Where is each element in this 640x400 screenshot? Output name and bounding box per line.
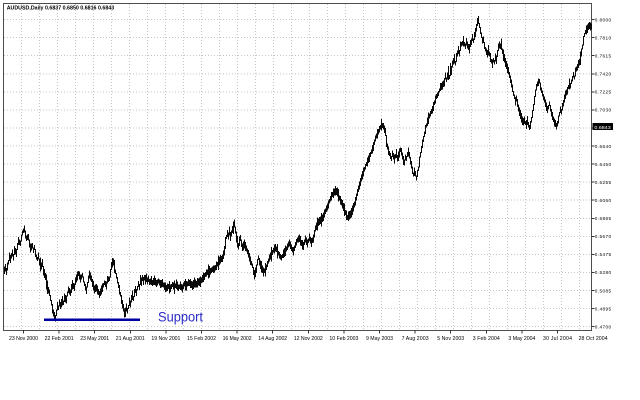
svg-text:3 Feb 2004: 3 Feb 2004	[473, 336, 500, 342]
svg-text:19 Nov 2001: 19 Nov 2001	[151, 336, 180, 342]
svg-text:23 Nov 2000: 23 Nov 2000	[9, 336, 38, 342]
svg-text:0.6060: 0.6060	[595, 198, 612, 203]
svg-text:30 Jul 2004: 30 Jul 2004	[543, 336, 572, 342]
svg-text:12 Nov 2002: 12 Nov 2002	[294, 336, 323, 342]
svg-text:21 Aug 2001: 21 Aug 2001	[116, 336, 145, 342]
svg-text:0.7810: 0.7810	[595, 36, 612, 41]
svg-text:3 May 2004: 3 May 2004	[508, 336, 535, 342]
svg-text:Support: Support	[158, 310, 203, 325]
svg-text:0.6255: 0.6255	[595, 180, 612, 185]
svg-text:14 Aug 2002: 14 Aug 2002	[258, 336, 287, 342]
svg-text:5 Nov 2003: 5 Nov 2003	[437, 336, 464, 342]
svg-text:23 May 2001: 23 May 2001	[80, 336, 109, 342]
svg-text:0.5670: 0.5670	[595, 234, 612, 239]
svg-text:0.6450: 0.6450	[595, 162, 612, 167]
svg-text:7 Aug 2003: 7 Aug 2003	[402, 336, 429, 342]
svg-text:0.5280: 0.5280	[595, 270, 612, 275]
svg-text:0.4700: 0.4700	[595, 324, 612, 329]
svg-text:0.7225: 0.7225	[595, 90, 612, 95]
svg-text:0.7615: 0.7615	[595, 54, 612, 59]
svg-text:15 Feb 2002: 15 Feb 2002	[187, 336, 216, 342]
svg-text:9 May 2003: 9 May 2003	[366, 336, 393, 342]
svg-text:0.6640: 0.6640	[595, 144, 612, 149]
svg-text:0.6843: 0.6843	[594, 125, 611, 130]
svg-text:0.8000: 0.8000	[595, 17, 612, 22]
svg-text:0.5865: 0.5865	[595, 216, 612, 221]
svg-text:0.5475: 0.5475	[595, 252, 612, 257]
svg-text:16 May 2002: 16 May 2002	[223, 336, 252, 342]
svg-text:28 Oct 2004: 28 Oct 2004	[579, 336, 608, 342]
svg-text:0.5085: 0.5085	[595, 288, 612, 293]
svg-text:22 Feb 2001: 22 Feb 2001	[45, 336, 74, 342]
svg-text:10 Feb 2003: 10 Feb 2003	[329, 336, 358, 342]
svg-text:0.7420: 0.7420	[595, 72, 612, 77]
svg-text:0.4895: 0.4895	[595, 306, 612, 311]
svg-text:AUDUSD,Daily 0.6837 0.6850 0.: AUDUSD,Daily 0.6837 0.6850 0.6816 0.6843	[7, 5, 115, 11]
svg-text:0.7030: 0.7030	[595, 108, 612, 113]
